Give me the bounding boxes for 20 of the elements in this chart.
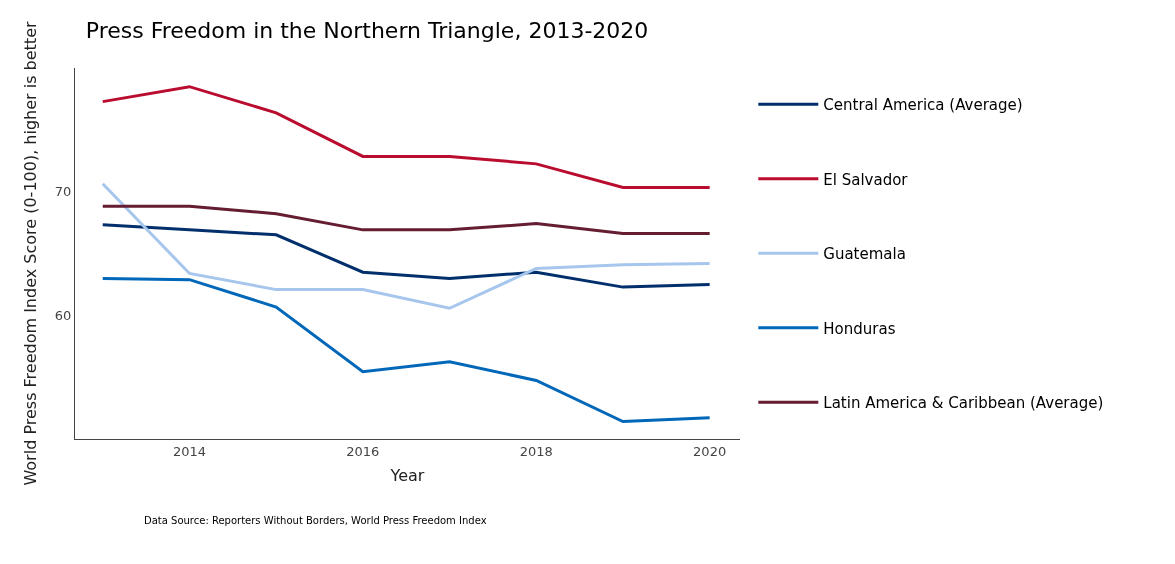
legend-label: Guatemala: [823, 245, 906, 264]
line-series: [101, 223, 712, 289]
legend-label: Latin America & Caribbean (Average): [823, 394, 1104, 413]
line-series: [101, 182, 712, 310]
x-tick-label: 2016: [346, 443, 380, 459]
x-axis-title: Year: [389, 466, 425, 486]
y-tick-label: 70: [54, 183, 72, 199]
y-tick-label: 60: [54, 308, 72, 324]
x-tick-label: 2014: [172, 443, 206, 459]
legend-label: Central America (Average): [823, 96, 1023, 115]
legend-label: El Salvador: [823, 170, 909, 189]
line-series: [101, 276, 712, 424]
line-series: [101, 85, 712, 190]
source-note: Data Source: Reporters Without Borders, World Press Freedom Index: [144, 515, 487, 526]
x-tick-label: 2020: [693, 443, 727, 459]
y-axis-title: World Press Freedom Index Score (0-100), higher is better: [20, 21, 40, 486]
x-tick-label: 2018: [519, 443, 553, 459]
legend-label: Honduras: [823, 319, 896, 338]
chart-title: Press Freedom in the Northern Triangle, 2013-2020: [85, 17, 649, 43]
line-series: [101, 204, 712, 236]
